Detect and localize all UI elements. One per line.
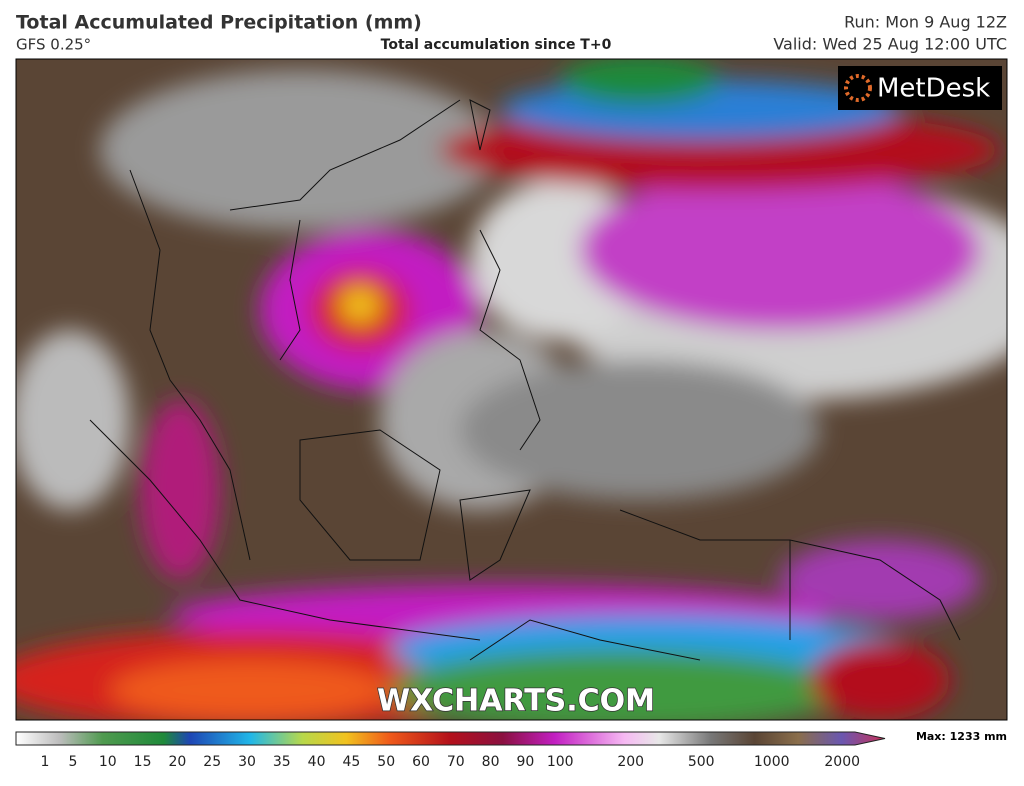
colorbar-tick-label: 1: [41, 754, 50, 770]
colorbar-tick-label: 35: [273, 754, 291, 770]
colorbar-tick-label: 70: [447, 754, 465, 770]
colorbar-tick-label: 2000: [824, 754, 860, 770]
colorbar-tick-label: 60: [412, 754, 430, 770]
run-time: Run: Mon 9 Aug 12Z: [844, 13, 1007, 32]
colorbar: [15, 731, 886, 746]
subtitle: Total accumulation since T+0: [381, 37, 612, 53]
map-border: [15, 58, 1008, 721]
colorbar-tick-label: 90: [516, 754, 534, 770]
colorbar-tick-label: 10: [99, 754, 117, 770]
precipitation-map: MetDesk WXCHARTS.COM: [16, 59, 1007, 720]
valid-time: Valid: Wed 25 Aug 12:00 UTC: [773, 35, 1007, 54]
colorbar-tick-label: 45: [342, 754, 360, 770]
colorbar-ticks: 1 5 10 15 20 25 30 35 40 45 50 60 70 80 90 100 200 500 100…: [41, 754, 860, 770]
colorbar-tick-label: 5: [69, 754, 78, 770]
colorbar-tick-label: 25: [203, 754, 221, 770]
colorbar-tick-label: 1000: [754, 754, 790, 770]
colorbar-tick-label: 30: [238, 754, 256, 770]
colorbar-tick-label: 50: [377, 754, 395, 770]
watermark: WXCHARTS.COM: [377, 684, 655, 719]
colorbar-tick-label: 500: [688, 754, 715, 770]
colorbar-tick-label: 200: [617, 754, 644, 770]
colorbar-tick-label: 40: [308, 754, 326, 770]
colorbar-tick-label: 80: [482, 754, 500, 770]
max-label: Max: 1233 mm: [916, 730, 1007, 743]
title: Total Accumulated Precipitation (mm): [16, 12, 422, 34]
colorbar-tick-label: 100: [547, 754, 574, 770]
colorbar-tick-label: 20: [168, 754, 186, 770]
model: GFS 0.25°: [16, 36, 91, 54]
logo: MetDesk: [877, 74, 990, 104]
colorbar-tick-label: 15: [134, 754, 152, 770]
logo-box: [838, 66, 1002, 110]
logo-icon: [844, 74, 872, 102]
